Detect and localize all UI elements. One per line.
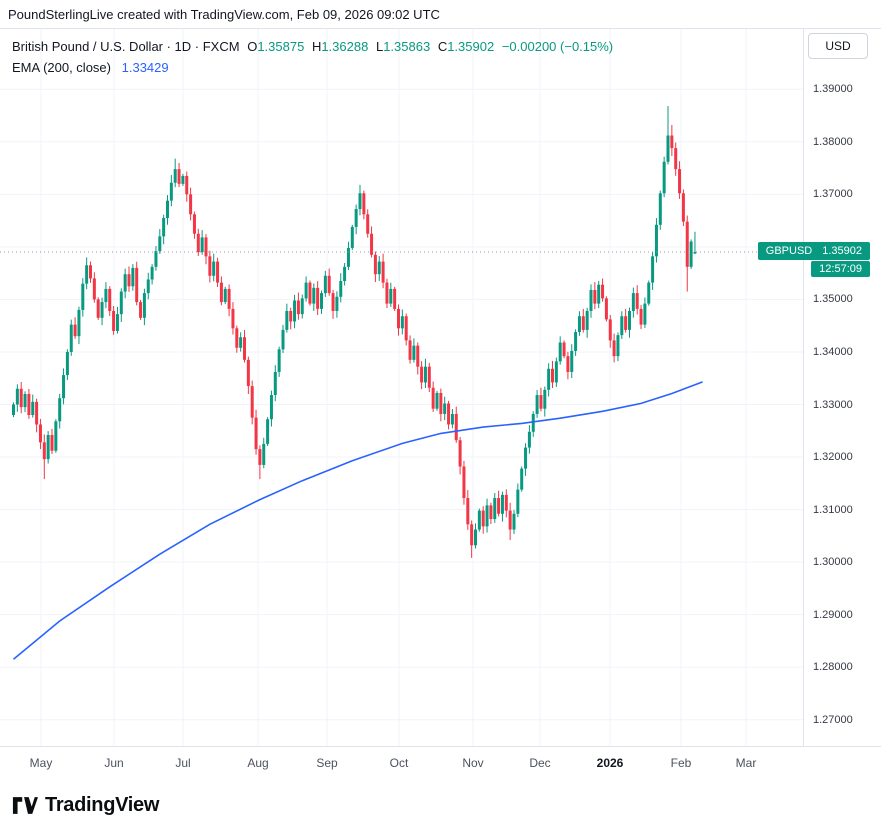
ema-legend-row[interactable]: EMA (200, close) 1.33429 <box>12 57 613 78</box>
price-tick-label: 1.37000 <box>813 188 853 201</box>
badge-symbol: GBPUSD <box>765 245 813 258</box>
time-tick-label: Jul <box>175 756 191 770</box>
symbol-legend-row[interactable]: British Pound / U.S. Dollar · 1D · FXCM … <box>12 36 613 57</box>
time-tick-label: 2026 <box>596 756 624 770</box>
time-tick-label: Sep <box>316 756 338 770</box>
badge-price: 1.35902 <box>822 245 862 258</box>
chart-legend: British Pound / U.S. Dollar · 1D · FXCM … <box>12 36 613 78</box>
price-tick-label: 1.33000 <box>813 398 853 411</box>
price-tick-label: 1.35000 <box>813 293 853 306</box>
time-tick-label: Dec <box>529 756 551 770</box>
ema-line <box>12 381 703 660</box>
last-price-badge[interactable]: GBPUSD 1.35902 12:57:09 <box>757 242 870 278</box>
open-label: O <box>247 39 258 54</box>
high-label: H <box>311 39 322 54</box>
chart-region: British Pound / U.S. Dollar · 1D · FXCM … <box>0 28 881 779</box>
price-axis[interactable]: USD 1.390001.380001.370001.360001.350001… <box>803 29 881 746</box>
change-value: −0.00200 (−0.15%) <box>501 39 614 54</box>
low-label: L <box>375 39 384 54</box>
bar-countdown: 12:57:09 <box>811 261 870 278</box>
price-tick-label: 1.29000 <box>813 608 853 621</box>
tradingview-logo-icon <box>12 796 38 815</box>
time-tick-label: May <box>29 756 53 770</box>
time-axis[interactable]: May Jun Jul Aug Sep Oct Nov Dec 2026 Feb Mar <box>0 746 881 779</box>
time-tick-label: Jun <box>104 756 124 770</box>
time-tick-label: Nov <box>462 756 484 770</box>
tradingview-logo[interactable]: TradingView <box>12 794 159 817</box>
time-tick-label: Feb <box>670 756 692 770</box>
candlestick-series <box>12 106 697 558</box>
ema-indicator-value: 1.33429 <box>121 60 169 75</box>
close-value: 1.35902 <box>447 39 495 54</box>
symbol-title: British Pound / U.S. Dollar · 1D · FXCM <box>12 39 240 54</box>
low-value: 1.35863 <box>383 39 431 54</box>
attribution-header: PoundSterlingLive created with TradingVi… <box>0 0 881 28</box>
tradingview-wordmark: TradingView <box>45 794 160 816</box>
currency-usd-button[interactable]: USD <box>808 33 868 59</box>
price-tick-label: 1.27000 <box>813 713 853 726</box>
time-tick-label: Mar <box>735 756 757 770</box>
price-tick-label: 1.31000 <box>813 503 853 516</box>
ema-indicator-name: EMA (200, close) <box>12 60 111 75</box>
price-tick-label: 1.32000 <box>813 451 853 464</box>
chart-canvas[interactable] <box>0 29 803 746</box>
time-tick-label: Oct <box>389 756 409 770</box>
price-tick-label: 1.30000 <box>813 556 853 569</box>
close-label: C <box>437 39 448 54</box>
price-tick-label: 1.38000 <box>813 135 853 148</box>
attribution-text: PoundSterlingLive created with TradingVi… <box>8 6 440 22</box>
price-tick-label: 1.39000 <box>813 83 853 96</box>
chart-plot-area[interactable] <box>0 29 803 746</box>
last-price-label: GBPUSD 1.35902 <box>757 242 870 261</box>
time-tick-label: Aug <box>247 756 269 770</box>
price-tick-label: 1.34000 <box>813 345 853 358</box>
price-tick-label: 1.28000 <box>813 661 853 674</box>
grid-lines <box>0 29 803 746</box>
high-value: 1.36288 <box>321 39 369 54</box>
footer: TradingView <box>0 777 881 834</box>
open-value: 1.35875 <box>257 39 305 54</box>
